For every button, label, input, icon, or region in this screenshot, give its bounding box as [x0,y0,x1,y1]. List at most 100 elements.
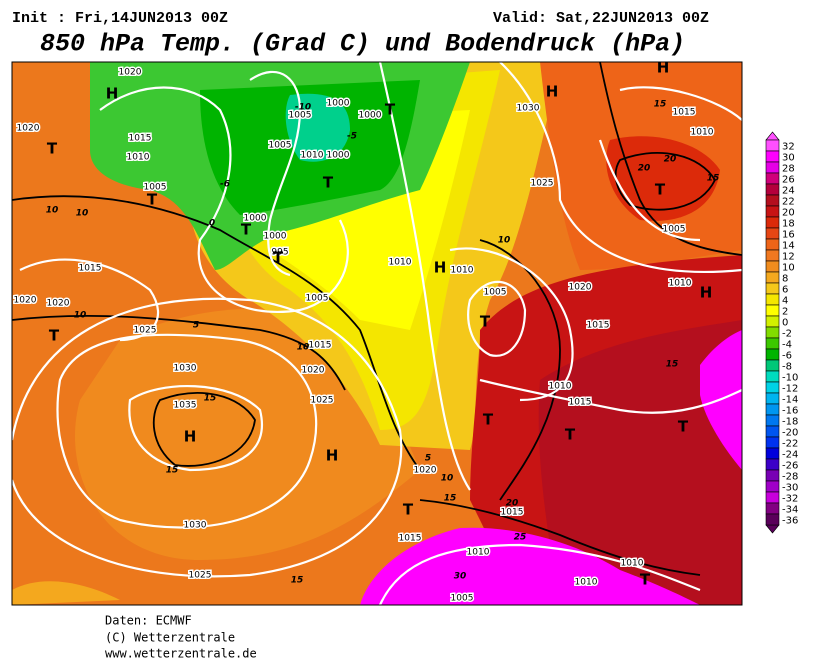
pressure-label: 1000 [264,232,287,242]
scale-box [765,480,780,493]
scale-label: 6 [782,285,788,296]
pressure-center: H [700,284,713,302]
scale-box [765,403,780,416]
pressure-center: H [546,83,559,101]
scale-box [765,359,780,372]
region [538,320,742,605]
pressure-label: 1010 [389,258,412,268]
init-time: Init : Fri,14JUN2013 00Z [12,10,228,27]
region [360,527,700,605]
pressure-center: H [434,259,447,277]
pressure-label: 1030 [517,104,540,114]
pressure-label: 1025 [134,326,157,336]
pressure-label: 1005 [269,141,292,151]
isobar [499,62,742,274]
scale-label: -6 [782,351,792,362]
scale-box [765,326,780,339]
pressure-label: 1005 [663,225,686,235]
scale-label: 16 [782,230,795,241]
scale-label: -26 [782,461,798,472]
scale-box [765,447,780,460]
scale-box [765,458,780,471]
pressure-label: 1005 [484,288,507,298]
pressure-label: 995 [271,248,288,258]
isotherm [152,392,256,467]
temperature-label: 15 [166,466,179,476]
pressure-label: 1025 [311,396,334,406]
pressure-label: 1000 [327,151,350,161]
temperature-label: 15 [707,174,720,184]
scale-label: 12 [782,252,795,263]
scale-box [765,392,780,405]
scale-box [765,205,780,218]
temperature-label: -10 [295,103,311,113]
scale-cap [765,524,780,534]
scale-box [765,227,780,240]
pressure-label: 1000 [359,111,382,121]
pressure-center: T [655,181,666,199]
credit-source: Daten: ECMWF [105,614,192,628]
scale-label: -20 [782,428,798,439]
pressure-label: 1010 [691,128,714,138]
scale-label: -34 [782,505,798,516]
pressure-label: 1020 [17,124,40,134]
pressure-label: 1030 [174,364,197,374]
scale-label: 26 [782,175,795,186]
map [12,62,742,605]
pressure-center: T [147,191,158,209]
scale-label: -4 [782,340,792,351]
scale-box [765,337,780,350]
scale-label: 32 [782,142,795,153]
region [606,136,720,221]
pressure-label: 1015 [399,534,422,544]
temperature-label: -6 [220,180,230,190]
pressure-label: 1020 [14,296,37,306]
pressure-label: 1000 [244,214,267,224]
pressure-label: 1010 [301,151,324,161]
temperature-label: 25 [514,533,527,543]
scale-label: -28 [782,472,798,483]
scale-box [765,414,780,427]
scale-box [765,469,780,482]
scale-box [765,348,780,361]
isobar [249,70,302,277]
pressure-center: T [49,327,60,345]
pressure-label: 1020 [414,466,437,476]
temperature-label: 5 [425,454,431,464]
isobar [378,62,471,491]
pressure-center: T [480,313,491,331]
pressure-label: 1020 [119,68,142,78]
pressure-center: T [323,174,334,192]
scale-label: 10 [782,263,795,274]
pressure-center: T [640,571,651,589]
temperature-label: 10 [441,474,454,484]
pressure-center: T [385,101,396,119]
pressure-center: T [678,418,689,436]
pressure-center: T [403,501,414,519]
pressure-center: T [273,249,284,267]
scale-label: -36 [782,516,798,527]
pressure-label: 1005 [306,294,329,304]
pressure-label: 1020 [569,283,592,293]
scale-label: 28 [782,164,795,175]
scale-box [765,436,780,449]
scale-box [765,139,780,152]
isobar [479,378,742,414]
scale-box [765,381,780,394]
pressure-label: 1005 [289,111,312,121]
credit-url: www.wetterzentrale.de [105,647,257,661]
temperature-label: -5 [347,132,357,142]
scale-box [765,183,780,196]
pressure-center: T [565,426,576,444]
temperature-label: 10 [46,206,59,216]
region [285,93,350,162]
pressure-label: 1010 [451,266,474,276]
pressure-center: T [241,221,252,239]
scale-label: 2 [782,307,788,318]
temperature-label: 15 [654,100,667,110]
pressure-label: 1025 [189,571,212,581]
temperature-label: 20 [664,155,677,165]
scale-label: 18 [782,219,795,230]
